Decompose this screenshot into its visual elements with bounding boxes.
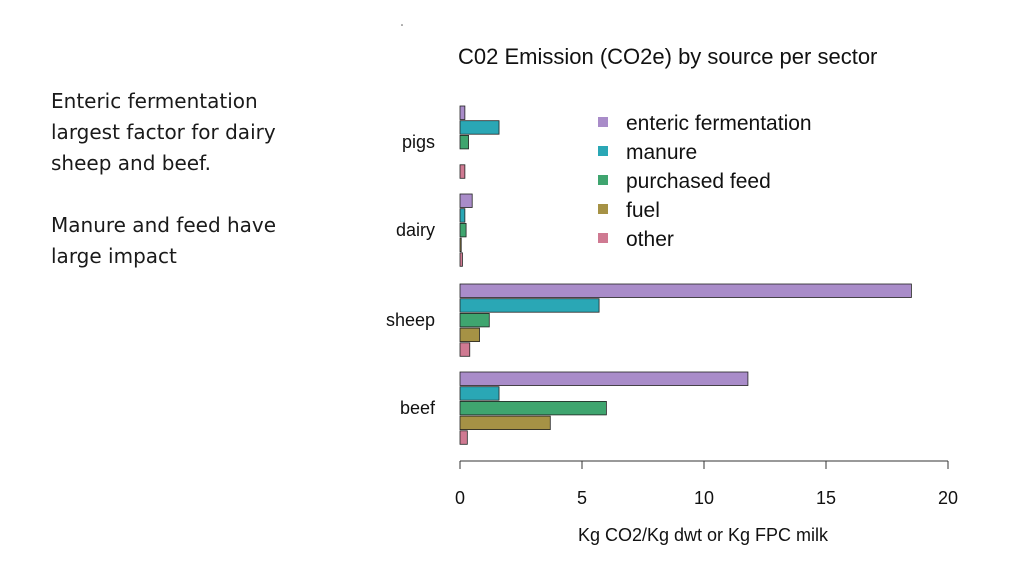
bar-beef-enteric-fermentation xyxy=(459,371,749,386)
slide-notes: Enteric fermentation largest factor for … xyxy=(51,86,321,303)
x-tick-label-5: 5 xyxy=(577,488,587,508)
bar-sheep-enteric-fermentation xyxy=(459,283,912,298)
bar-beef-other xyxy=(459,430,468,445)
bar-beef-manure xyxy=(459,386,500,401)
legend-swatch-fuel xyxy=(598,204,608,214)
bar-pigs-other xyxy=(459,164,466,179)
bar-sheep-fuel xyxy=(459,327,480,343)
x-tick-label-10: 10 xyxy=(694,488,714,508)
x-tick-label-15: 15 xyxy=(816,488,836,508)
legend-swatch-enteric-fermentation xyxy=(598,117,608,127)
x-axis: 0 5 10 15 20 xyxy=(455,460,958,508)
bar-dairy-manure xyxy=(459,208,466,223)
bar-pigs-purchased-feed xyxy=(459,134,469,150)
legend-swatch-other xyxy=(598,233,608,243)
x-tick-label-0: 0 xyxy=(455,488,465,508)
bar-beef-fuel xyxy=(459,415,551,431)
note-manure-feed: Manure and feed have large impact xyxy=(51,213,277,268)
bar-sheep-other xyxy=(459,342,471,357)
note-enteric: Enteric fermentation largest factor for … xyxy=(51,89,276,175)
category-label-beef: beef xyxy=(400,398,436,418)
stray-dot xyxy=(401,24,403,26)
category-label-sheep: sheep xyxy=(386,310,435,330)
bar-pigs-manure xyxy=(459,120,500,135)
x-tick-label-20: 20 xyxy=(938,488,958,508)
bar-sheep-manure xyxy=(459,298,600,313)
bar-dairy-other xyxy=(459,252,463,267)
bar-dairy-purchased-feed xyxy=(459,222,467,238)
bar-sheep-purchased-feed xyxy=(459,312,490,328)
category-label-pigs: pigs xyxy=(402,132,435,152)
legend-label-enteric-fermentation: enteric fermentation xyxy=(626,112,812,135)
legend-swatch-manure xyxy=(598,146,608,156)
bar-beef-purchased-feed xyxy=(459,400,607,416)
bar-pigs-enteric-fermentation xyxy=(459,105,466,120)
bars-group: pigs dairy sheep beef xyxy=(386,105,912,445)
legend-label-other: other xyxy=(626,228,674,251)
legend-label-purchased-feed: purchased feed xyxy=(626,170,771,193)
legend-swatch-purchased-feed xyxy=(598,175,608,185)
chart-legend: enteric fermentation manure purchased feed… xyxy=(598,112,812,251)
chart-title: C02 Emission (CO2e) by source per sector xyxy=(458,44,877,69)
bar-dairy-enteric-fermentation xyxy=(459,193,473,208)
x-axis-label: Kg CO2/Kg dwt or Kg FPC milk xyxy=(578,525,829,545)
legend-label-manure: manure xyxy=(626,141,697,164)
bar-dairy-fuel xyxy=(459,237,462,253)
category-label-dairy: dairy xyxy=(396,220,435,240)
legend-label-fuel: fuel xyxy=(626,199,660,222)
